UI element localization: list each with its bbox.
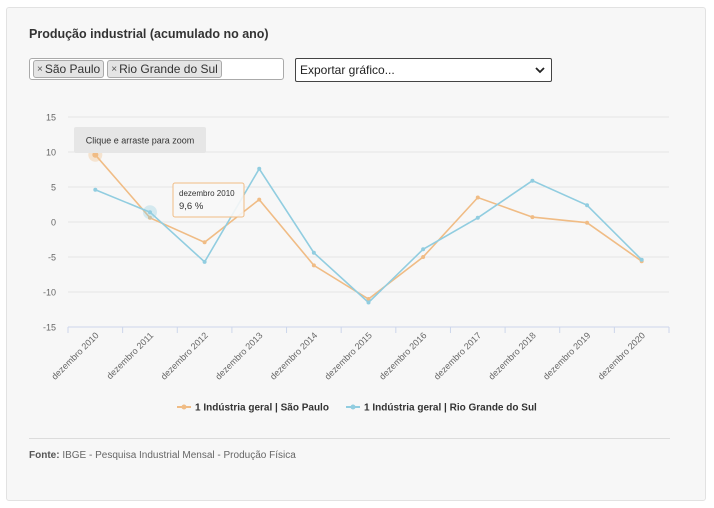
data-point <box>585 203 590 208</box>
export-select-value: Exportar gráfico... <box>300 63 395 77</box>
chart-title: Produção industrial (acumulado no ano) <box>29 27 269 41</box>
remove-tag-icon[interactable]: × <box>37 63 43 75</box>
y-tick-label: 10 <box>46 148 56 158</box>
data-point <box>366 297 371 301</box>
zoom-hint-text: Clique e arraste para zoom <box>86 136 195 146</box>
data-point <box>147 210 152 215</box>
legend-swatch-dot <box>350 404 356 410</box>
x-tick-label: dezembro 2016 <box>377 330 428 381</box>
y-tick-label: 5 <box>51 183 56 193</box>
x-tick-label: dezembro 2013 <box>213 330 264 381</box>
zoom-hint: Clique e arraste para zoom <box>74 127 206 153</box>
y-tick-label: 15 <box>46 113 56 123</box>
legend-swatch-dot <box>181 404 187 410</box>
zoom-hint-box <box>74 127 206 153</box>
source-text: IBGE - Pesquisa Industrial Mensal - Prod… <box>62 450 296 461</box>
data-point <box>202 259 207 264</box>
legend-label: 1 Indústria geral | São Paulo <box>195 403 329 414</box>
series-line-0 <box>94 154 643 300</box>
filter-tag-label: Rio Grande do Sul <box>119 62 218 76</box>
x-tick-label: dezembro 2020 <box>596 330 647 381</box>
region-filter-input[interactable]: × São Paulo × Rio Grande do Sul <box>29 58 284 80</box>
x-tick-label: dezembro 2010 <box>49 330 100 381</box>
data-point <box>147 215 152 220</box>
remove-tag-icon[interactable]: × <box>111 63 118 75</box>
data-point <box>257 166 262 171</box>
chart-card <box>6 7 706 501</box>
x-tick-label: dezembro 2019 <box>541 330 592 381</box>
tooltip-box <box>172 182 245 218</box>
x-tick-label: dezembro 2018 <box>487 330 538 381</box>
hover-halo <box>142 205 157 220</box>
data-point <box>530 178 535 183</box>
data-point <box>530 215 535 220</box>
data-point <box>311 263 316 268</box>
tooltip-label: dezembro 2010 <box>179 189 235 198</box>
data-point <box>475 215 480 220</box>
data-point <box>366 300 371 305</box>
x-tick-label: dezembro 2015 <box>323 330 374 381</box>
data-point <box>311 250 316 255</box>
x-tick-label: dezembro 2012 <box>159 330 210 381</box>
tooltip-value: 9,6 % <box>179 201 204 212</box>
data-point <box>421 247 426 252</box>
legend-label: 1 Indústria geral | Rio Grande do Sul <box>364 403 537 414</box>
tooltip: dezembro 2010 9,6 % <box>172 182 245 218</box>
source-note: Fonte: IBGE - Pesquisa Industrial Mensal… <box>29 450 296 461</box>
legend-item-1[interactable]: 1 Indústria geral | Rio Grande do Sul <box>346 403 537 414</box>
data-point <box>257 197 262 202</box>
y-tick-label: -10 <box>43 288 56 298</box>
y-tick-label: 0 <box>51 218 56 228</box>
y-tick-label: -5 <box>48 253 56 263</box>
y-tick-label: -15 <box>43 323 56 333</box>
data-point <box>421 255 426 259</box>
x-tick-label: dezembro 2011 <box>105 330 156 381</box>
filter-tag-sao-paulo: × São Paulo <box>33 60 105 78</box>
x-tick-label: dezembro 2017 <box>432 330 483 381</box>
data-point <box>585 220 590 225</box>
data-point <box>475 195 480 200</box>
hover-point <box>92 151 99 158</box>
filter-tag-label: São Paulo <box>44 62 101 76</box>
x-tick-label: dezembro 2014 <box>268 330 319 381</box>
data-point <box>639 257 644 262</box>
export-chart-select[interactable]: Exportar gráfico... <box>295 58 552 82</box>
data-point <box>93 187 98 192</box>
footer-divider <box>29 438 670 439</box>
filter-tag-rio-grande-do-sul: × Rio Grande do Sul <box>107 60 222 78</box>
data-point <box>202 240 207 245</box>
source-label: Fonte: <box>29 450 60 461</box>
legend-item-0[interactable]: 1 Indústria geral | São Paulo <box>177 403 329 414</box>
chevron-down-icon <box>535 66 545 73</box>
